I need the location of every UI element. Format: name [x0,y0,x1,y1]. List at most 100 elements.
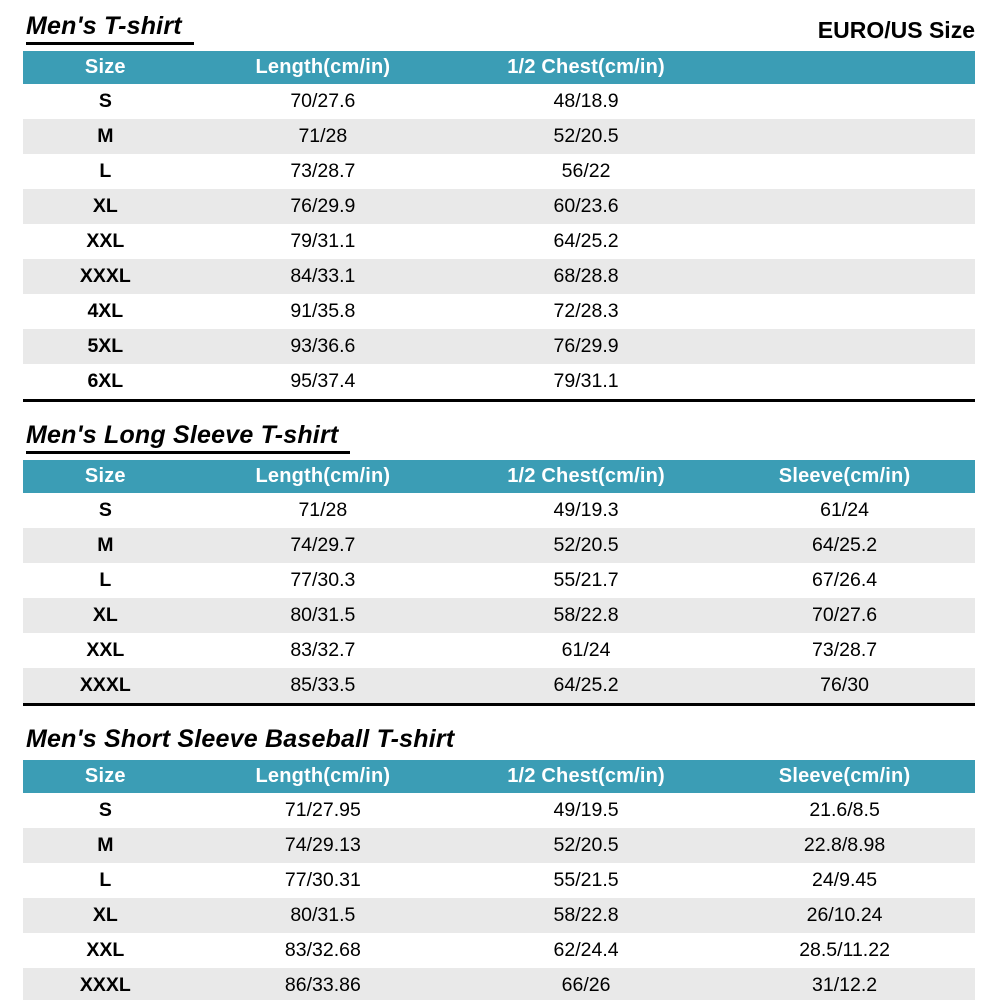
column-header: Length(cm/in) [187,459,459,493]
value-cell: 84/33.1 [290,264,356,287]
value-cell: 64/25.2 [812,533,878,556]
section-mens-long-sleeve-tshirt: Men's Long Sleeve T-shirt Size Length(cm/… [23,421,977,706]
size-cell: M [97,533,114,556]
section-header: Men's T-shirt EURO/US Size [26,12,975,45]
column-header: 1/2 Chest(cm/in) [458,760,715,794]
size-cell: 5XL [87,334,124,357]
table-row: XXXL 86/33.86 66/26 31/12.2 [23,968,975,1000]
size-cell: XXXL [79,673,131,696]
value-cell: 83/32.7 [290,638,356,661]
size-cell: S [98,89,112,112]
value-cell: 55/21.5 [553,869,619,892]
table-row: XL 80/31.5 58/22.8 26/10.24 [23,898,975,934]
value-cell: 64/25.2 [553,229,619,252]
value-cell: 56/22 [561,159,611,182]
value-cell: 58/22.8 [553,904,619,927]
section-mens-tshirt: Men's T-shirt EURO/US Size Size Length(cm… [23,12,977,402]
value-cell: 76/29.9 [290,194,356,217]
size-cell: XXL [86,229,125,252]
section-header: Men's Short Sleeve Baseball T-shirt [26,725,975,755]
value-cell [714,119,975,154]
value-cell: 62/24.4 [553,939,619,962]
table-row: M 71/28 52/20.5 [23,118,975,154]
header-row: Size Length(cm/in) 1/2 Chest(cm/in) [23,50,975,84]
value-cell [714,259,975,294]
size-table-mens-tshirt: Size Length(cm/in) 1/2 Chest(cm/in) S 70/27.… [23,50,975,402]
value-cell: 60/23.6 [553,194,619,217]
value-cell: 58/22.8 [553,603,619,626]
value-cell: 52/20.5 [553,124,619,147]
value-cell: 24/9.45 [812,869,878,892]
value-cell: 76/30 [820,673,869,696]
size-cell: XXL [86,638,125,661]
column-header: Length(cm/in) [187,50,459,84]
value-cell: 52/20.5 [553,533,619,556]
value-cell: 21.6/8.5 [809,799,880,822]
table-row: M 74/29.13 52/20.5 22.8/8.98 [23,828,975,864]
table-row: XXL 83/32.68 62/24.4 28.5/11.22 [23,933,975,968]
value-cell: 49/19.3 [553,498,619,521]
value-cell: 49/19.5 [553,799,619,822]
value-cell: 70/27.6 [290,89,356,112]
value-cell: 80/31.5 [290,904,356,927]
size-cell: M [97,124,114,147]
value-cell: 26/10.24 [806,904,883,927]
section-mens-baseball-tshirt: Men's Short Sleeve Baseball T-shirt Size… [23,725,977,1000]
value-cell: 70/27.6 [812,603,878,626]
table-row: XXXL 85/33.5 64/25.2 76/30 [23,667,975,704]
table-row: XL 76/29.9 60/23.6 [23,188,975,224]
size-cell: XXL [86,939,125,962]
value-cell: 31/12.2 [812,974,878,997]
value-cell: 71/27.95 [284,799,361,822]
size-cell: L [99,568,112,591]
table-row: 5XL 93/36.6 76/29.9 [23,328,975,364]
value-cell: 76/29.9 [553,334,619,357]
column-header: Size [23,50,188,84]
value-cell: 66/26 [561,974,611,997]
table-row: L 77/30.3 55/21.7 67/26.4 [23,563,975,598]
section-title: Men's Long Sleeve T-shirt [26,421,351,454]
value-cell: 85/33.5 [290,673,356,696]
value-cell: 79/31.1 [553,369,619,392]
section-title: Men's Short Sleeve Baseball T-shirt [26,724,455,753]
value-cell: 80/31.5 [290,603,356,626]
table-row: S 70/27.6 48/18.9 [23,84,975,119]
size-cell: XL [92,904,118,927]
value-cell: 67/26.4 [812,568,878,591]
size-cell: M [97,834,114,857]
size-standard-label: EURO/US Size [817,17,975,44]
table-row: XL 80/31.5 58/22.8 70/27.6 [23,597,975,633]
section-header: Men's Long Sleeve T-shirt [26,421,975,454]
value-cell: 52/20.5 [553,834,619,857]
value-cell: 71/28 [298,124,348,147]
value-cell [714,84,975,119]
header-row: Size Length(cm/in) 1/2 Chest(cm/in) Sleeve(… [23,760,975,794]
size-cell: XXXL [79,974,131,997]
value-cell: 28.5/11.22 [799,939,890,962]
table-row: 6XL 95/37.4 79/31.1 [23,364,975,401]
size-cell: L [99,159,112,182]
column-header: 1/2 Chest(cm/in) [458,50,715,84]
column-header: Sleeve(cm/in) [714,459,975,493]
value-cell: 71/28 [298,498,348,521]
value-cell: 73/28.7 [290,159,356,182]
size-cell: XL [92,194,118,217]
size-table-mens-long-sleeve: Size Length(cm/in) 1/2 Chest(cm/in) Sleeve(… [23,459,975,706]
value-cell [714,224,975,259]
value-cell: 95/37.4 [290,369,356,392]
value-cell: 74/29.13 [284,834,361,857]
value-cell: 83/32.68 [284,939,361,962]
table-row: S 71/27.95 49/19.5 21.6/8.5 [23,793,975,828]
table-row: XXL 83/32.7 61/24 73/28.7 [23,633,975,668]
size-cell: S [98,799,112,822]
value-cell: 77/30.31 [284,869,361,892]
value-cell [714,154,975,189]
column-header [714,50,975,84]
table-row: M 74/29.7 52/20.5 64/25.2 [23,527,975,563]
value-cell: 61/24 [820,498,869,521]
value-cell: 77/30.3 [290,568,356,591]
table-row: XXL 79/31.1 64/25.2 [23,224,975,259]
value-cell: 68/28.8 [553,264,619,287]
size-cell: L [99,869,112,892]
